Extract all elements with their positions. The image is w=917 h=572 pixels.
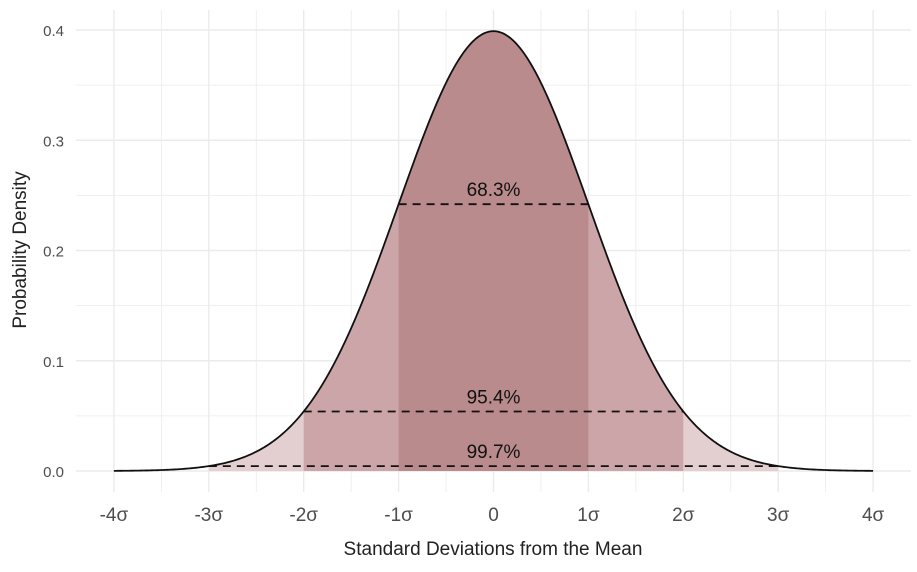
x-tick-label: -3σ (194, 505, 223, 526)
x-tick-label: 1σ (577, 505, 600, 526)
y-tick-label: 0.3 (43, 133, 64, 150)
x-axis-label: Standard Deviations from the Mean (344, 539, 643, 560)
x-tick-label: -4σ (100, 505, 129, 526)
x-tick-label: 4σ (862, 505, 885, 526)
x-tick-label: 3σ (767, 505, 790, 526)
density-curve (113, 30, 874, 472)
y-tick-label: 0.4 (43, 23, 64, 40)
band-label: 99.7% (467, 442, 521, 463)
x-tick-label: 2σ (672, 505, 695, 526)
y-tick-label: 0.2 (43, 244, 64, 261)
band-label: 68.3% (467, 180, 521, 201)
y-tick-label: 0.0 (43, 464, 64, 481)
x-tick-label: -1σ (384, 505, 413, 526)
x-tick-label: 0 (488, 505, 499, 526)
band-label: 95.4% (467, 387, 521, 408)
y-axis-label: Probability Density (10, 171, 31, 329)
y-tick-label: 0.1 (43, 354, 64, 371)
x-tick-label: -2σ (289, 505, 318, 526)
band-area-68.3% (398, 31, 589, 471)
